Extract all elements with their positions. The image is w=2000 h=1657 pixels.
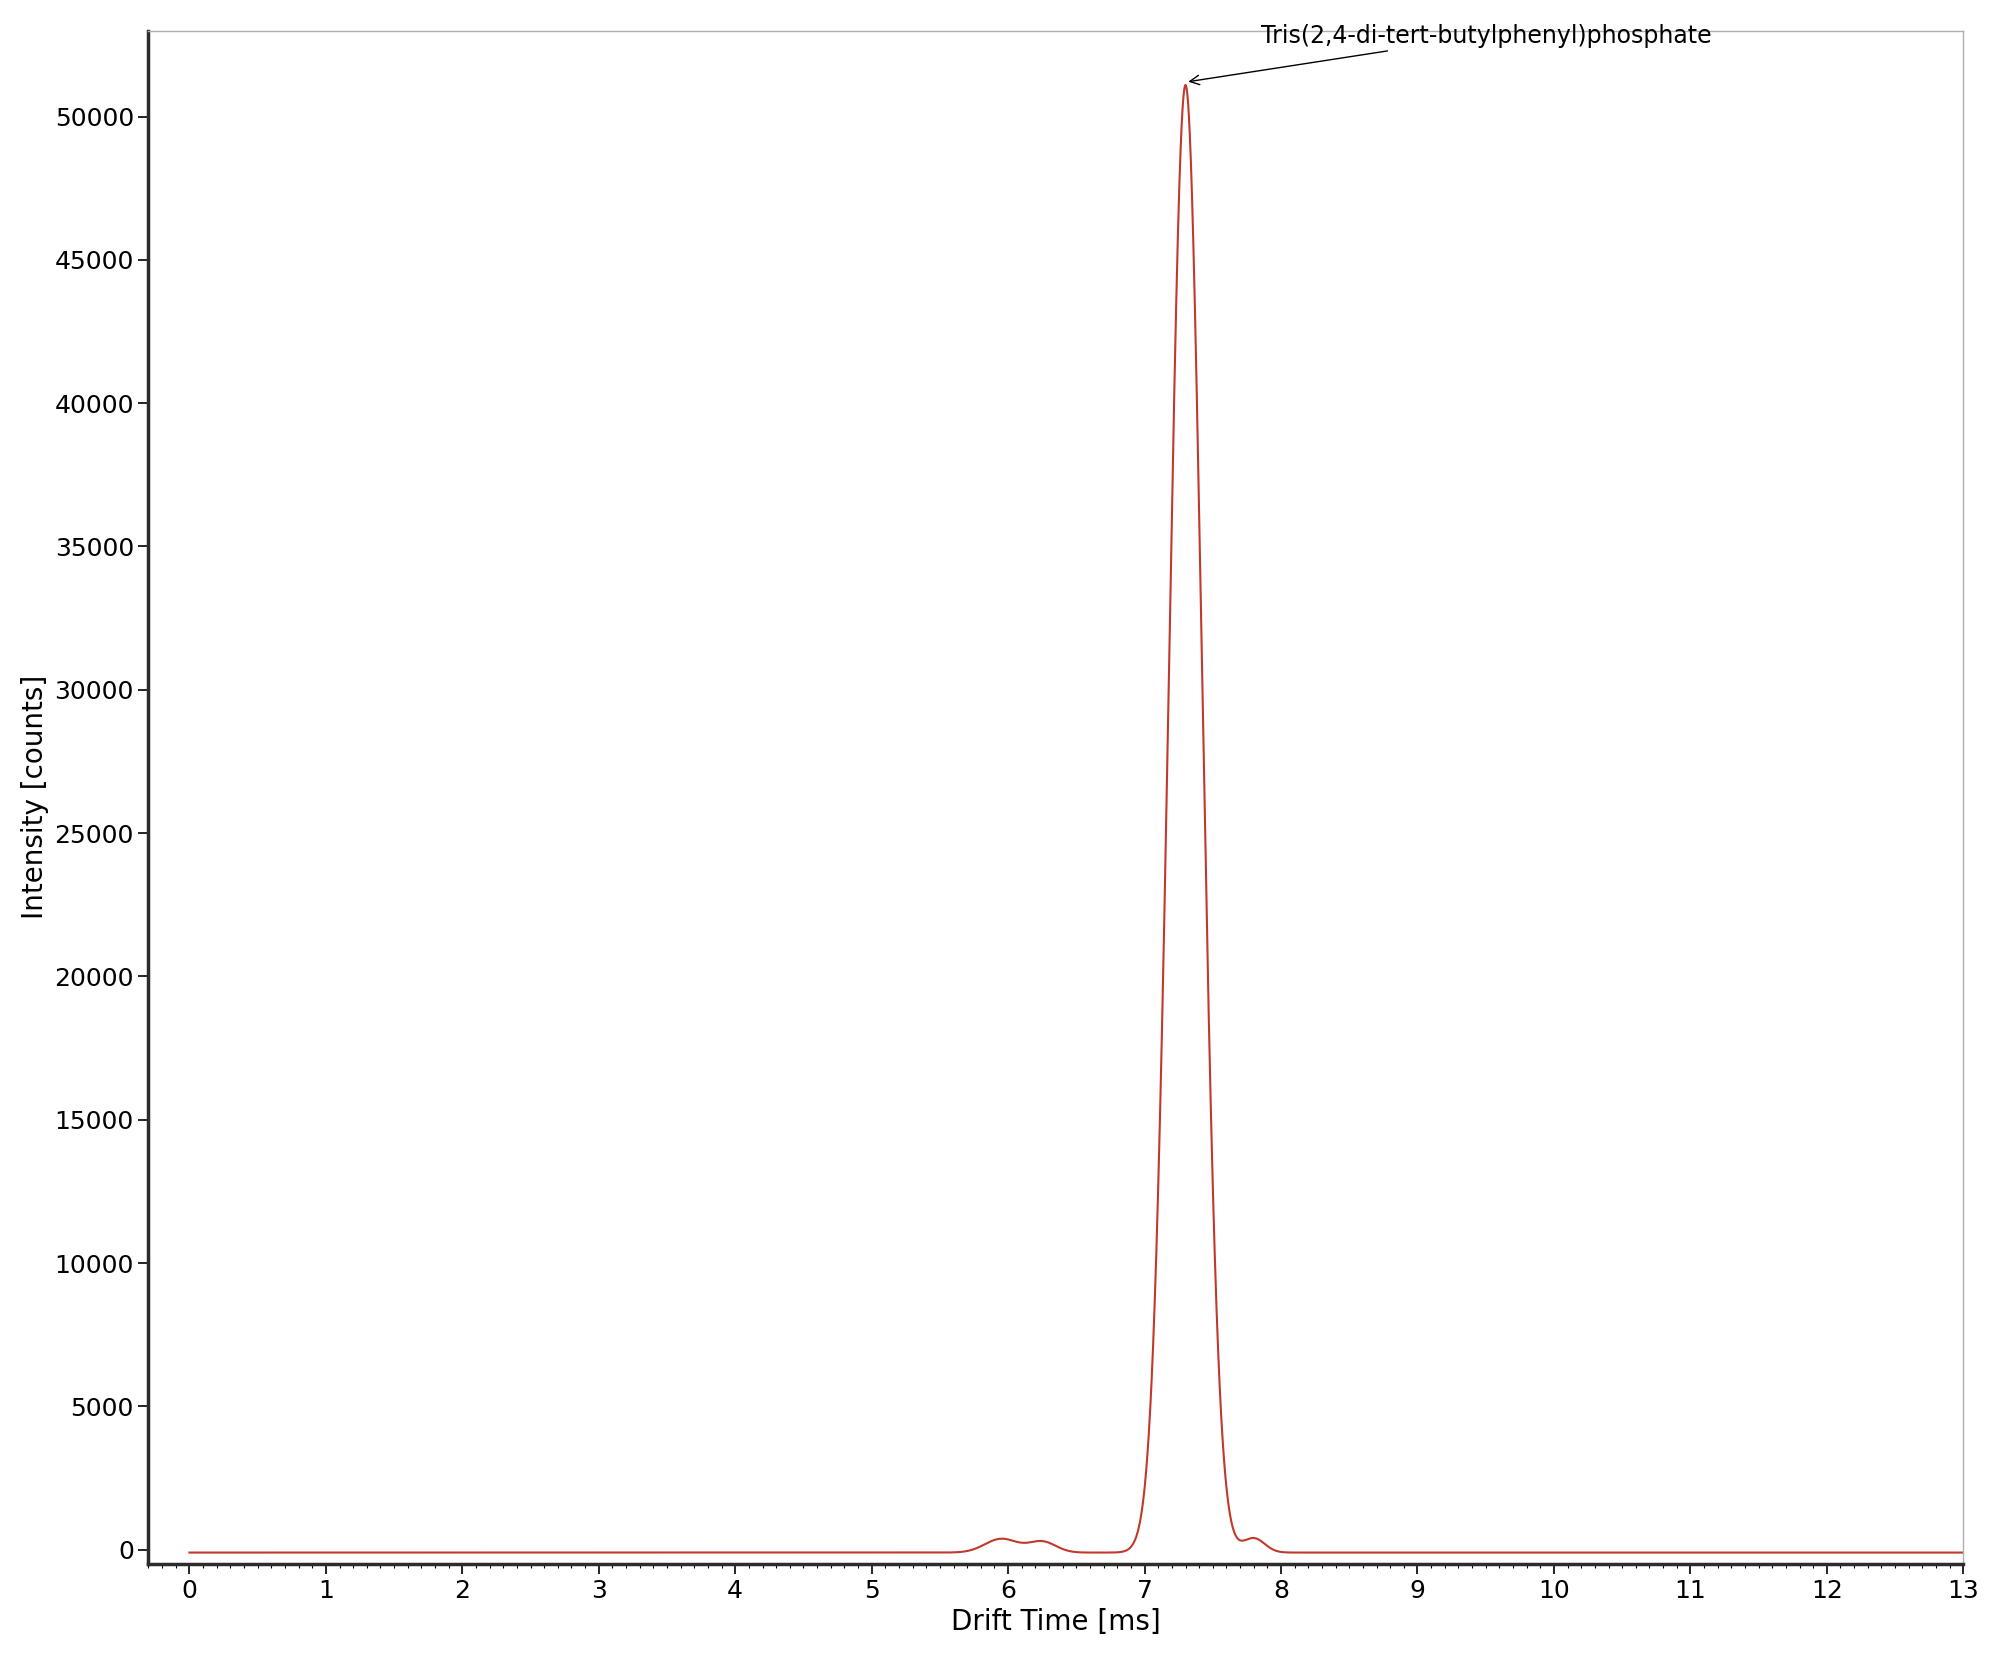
X-axis label: Drift Time [ms]: Drift Time [ms] — [952, 1609, 1160, 1635]
Text: Tris(2,4-di-tert-butylphenyl)phosphate: Tris(2,4-di-tert-butylphenyl)phosphate — [1190, 23, 1712, 85]
Y-axis label: Intensity [counts]: Intensity [counts] — [20, 674, 48, 920]
